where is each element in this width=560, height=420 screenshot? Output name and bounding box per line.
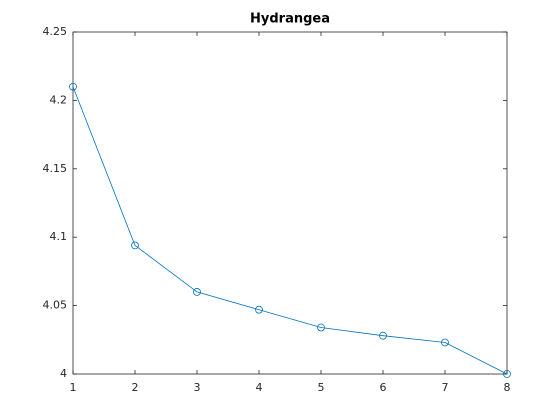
marker — [255, 305, 263, 314]
axes-box — [72, 31, 508, 375]
x-tick-label: 4 — [256, 381, 263, 394]
x-tick-label: 7 — [442, 381, 449, 394]
marker — [317, 323, 325, 332]
x-tick-label: 5 — [318, 381, 325, 394]
marker — [379, 331, 387, 340]
x-tick-label: 8 — [504, 381, 511, 394]
y-tick-label: 4.05 — [43, 299, 68, 312]
x-tick-label: 6 — [380, 381, 387, 394]
marker — [441, 338, 449, 347]
marker — [193, 288, 201, 296]
marker — [131, 241, 139, 250]
y-tick-label: 4.25 — [43, 25, 68, 38]
marker — [503, 370, 511, 378]
y-tick-label: 4 — [60, 367, 67, 380]
x-tick-label: 1 — [70, 381, 77, 394]
x-tick-label: 2 — [132, 381, 139, 394]
y-tick-label: 4.1 — [50, 230, 68, 243]
y-tick-label: 4.15 — [43, 162, 68, 175]
x-tick-label: 3 — [194, 381, 201, 394]
marker — [69, 82, 77, 91]
chart-title: Hydrangea — [250, 12, 330, 27]
y-tick-label: 4.2 — [50, 93, 68, 106]
line — [72, 86, 508, 375]
